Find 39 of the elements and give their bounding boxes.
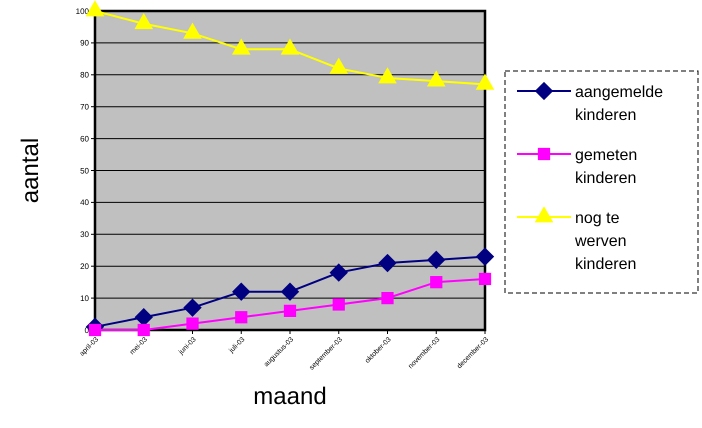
legend-label: gemeten kinderen [575,147,638,187]
point [426,70,446,87]
y-tick-label: 70 [80,102,90,112]
point [332,298,345,311]
point [134,13,154,30]
point [88,324,102,336]
point [232,38,251,55]
point [430,276,442,288]
y-tick-label: 100 [76,6,90,16]
point [235,311,248,324]
point [186,317,199,330]
point [476,74,494,90]
x-axis-title: maand [253,383,327,410]
point [183,22,202,39]
point [330,263,348,282]
point [284,304,296,317]
point [378,254,397,272]
point [280,38,300,55]
y-tick-label: 90 [80,38,90,48]
y-tick-label: 80 [80,70,90,80]
point [476,247,494,266]
point [427,250,446,270]
legend-label: aangemelde kinderen [575,84,664,124]
y-tick-label: 20 [80,262,90,271]
point [280,282,300,301]
y-tick-label: 30 [80,230,90,240]
point [183,298,202,317]
y-tick-label: 10 [80,294,90,303]
y-axis-title: aantal [17,138,44,204]
point [232,282,250,301]
y-tick-label: 40 [80,198,90,208]
point [478,272,492,286]
point [381,292,394,304]
point [138,324,150,336]
point [378,67,397,84]
y-tick-label: 50 [80,166,90,176]
legend-label: nog te werven kinderen [574,210,636,273]
y-tick-label: 60 [80,134,90,144]
point [329,58,348,74]
